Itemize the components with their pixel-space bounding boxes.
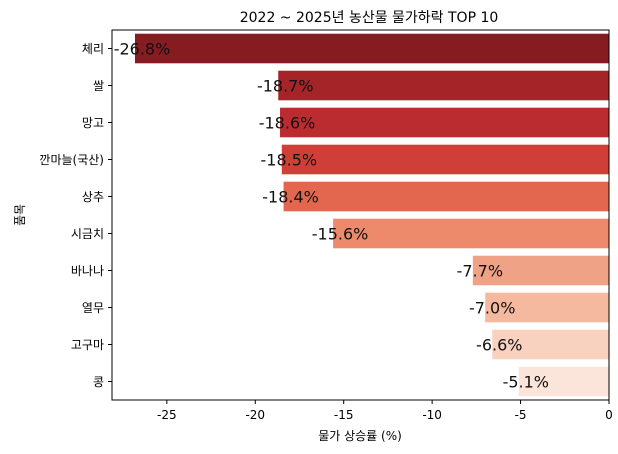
y-tick-label: 체리 <box>82 42 104 56</box>
x-tick-label: -10 <box>422 408 442 422</box>
bar <box>281 144 609 175</box>
x-tick-label: -15 <box>334 408 354 422</box>
bars-group <box>134 33 609 397</box>
y-axis-label: 품목 <box>13 204 27 226</box>
y-tick-label: 열무 <box>82 301 104 315</box>
data-label: -6.6% <box>476 336 522 355</box>
data-label: -7.0% <box>469 299 515 318</box>
y-tick-label: 쌀 <box>93 79 104 93</box>
y-tick-label: 고구마 <box>71 338 104 352</box>
bar <box>333 218 609 249</box>
bar <box>283 181 609 212</box>
bar <box>485 292 609 323</box>
data-label: -18.4% <box>262 188 319 207</box>
bar <box>472 255 609 286</box>
chart-title: 2022 ~ 2025년 농산물 물가하락 TOP 10 <box>240 10 499 26</box>
x-tick-label: 0 <box>605 408 613 422</box>
data-label: -15.6% <box>312 225 369 244</box>
y-tick-label: 시금치 <box>71 227 104 241</box>
y-tick-label: 콩 <box>93 375 104 389</box>
bar <box>278 70 609 101</box>
y-tick-label: 바나나 <box>71 264 104 278</box>
bar <box>134 33 609 64</box>
y-tick-label: 깐마늘(국산) <box>39 153 104 167</box>
x-tick-label: -25 <box>157 408 177 422</box>
x-tick-label: -5 <box>515 408 527 422</box>
y-tick-label: 망고 <box>82 116 104 130</box>
data-label: -18.6% <box>259 114 316 133</box>
plot-frame <box>111 29 610 401</box>
data-label: -18.5% <box>260 151 317 170</box>
data-label: -5.1% <box>503 373 549 392</box>
data-label: -7.7% <box>457 262 503 281</box>
bar <box>492 329 609 360</box>
x-axis: -25 -20 -15 -10 -5 0 <box>157 400 613 422</box>
x-axis-label: 물가 상승률 (%) <box>318 429 402 443</box>
bar <box>280 107 609 138</box>
data-labels-group: -26.8% -18.7% -18.6% -18.5% -18.4% -15.6% -7.7… <box>114 40 549 392</box>
bar <box>518 366 609 397</box>
y-tick-label: 상추 <box>82 190 104 204</box>
data-label: -26.8% <box>114 40 171 59</box>
x-tick-label: -20 <box>245 408 265 422</box>
data-label: -18.7% <box>257 77 314 96</box>
